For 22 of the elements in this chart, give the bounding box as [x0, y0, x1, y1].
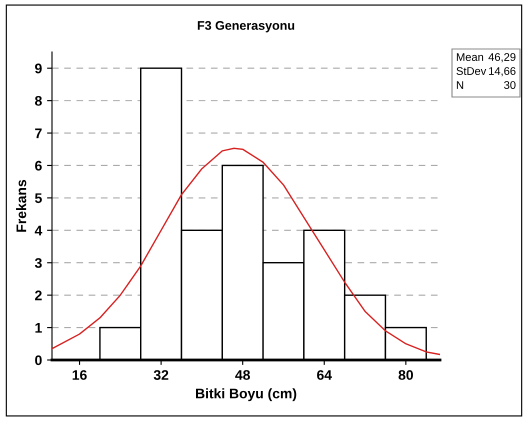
x-tick-label: 32	[154, 370, 168, 380]
y-tick-label: 9	[35, 64, 42, 74]
x-axis-title: Bitki Boyu (cm)	[196, 388, 296, 402]
x-tick-label: 48	[235, 370, 250, 380]
text: StDev 14,66	[456, 67, 516, 76]
y-tick-label: 4	[34, 226, 42, 236]
y-tick-label: 6	[35, 160, 42, 171]
x-tick-label: 64	[317, 370, 332, 380]
y-tick-label: 5	[34, 193, 42, 204]
text: N 30	[456, 81, 516, 89]
text: Mean 46,29	[456, 53, 516, 62]
y-tick-label: 1	[35, 323, 42, 333]
y-tick-label: 2	[35, 290, 42, 300]
chart-title: F3 Generasyonu	[198, 21, 294, 32]
x-tick-label: 16	[72, 370, 87, 380]
line-series	[52, 148, 440, 356]
y-tick-label: 3	[34, 258, 42, 268]
y-tick-label: 8	[34, 96, 42, 106]
y-axis-title: Frekans	[16, 180, 26, 232]
y-tick-label: 7	[35, 128, 42, 138]
y-tick-label: 0	[35, 355, 42, 366]
x-tick-label: 80	[398, 370, 413, 380]
